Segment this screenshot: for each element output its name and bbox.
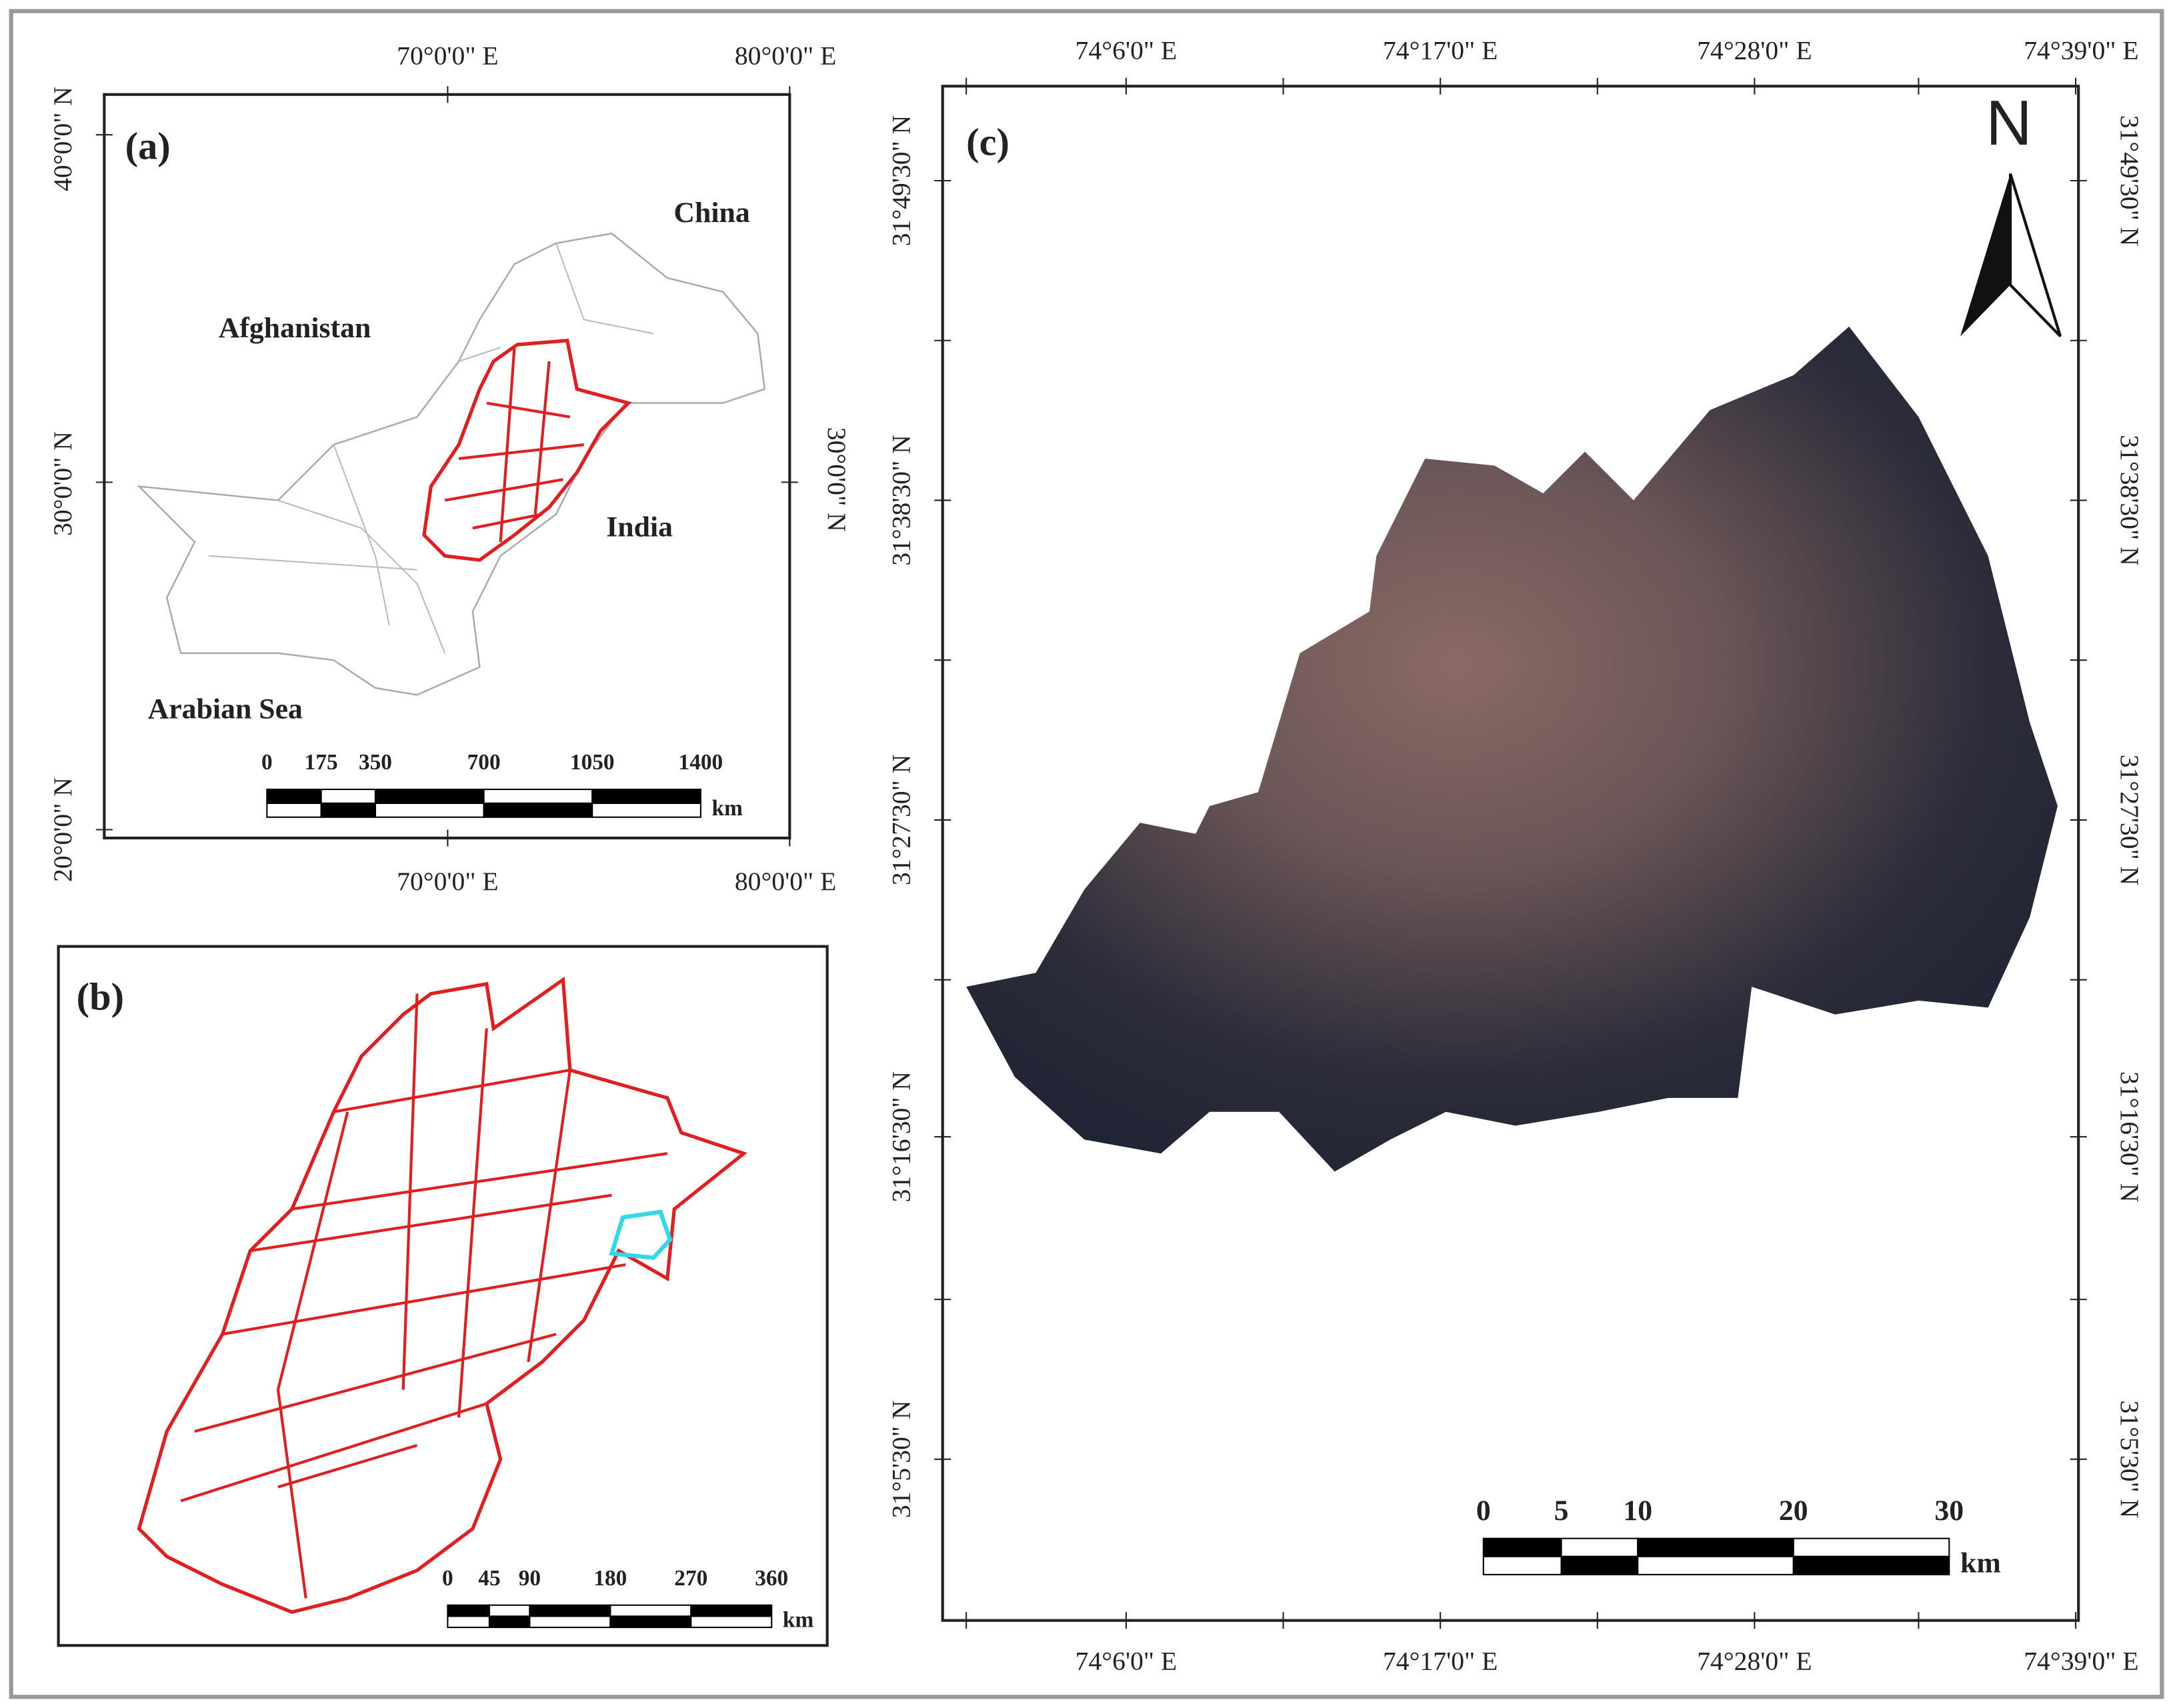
scale-segment — [447, 1604, 490, 1617]
scale-label: 20 — [1779, 1495, 1808, 1527]
scale-segment — [1637, 1555, 1794, 1575]
scale-unit: km — [1960, 1547, 2001, 1579]
scale-segment — [690, 1615, 773, 1629]
left-tick-label: 20°0'0" N — [48, 777, 77, 882]
punjab-districts — [444, 347, 584, 543]
scale-segment — [609, 1604, 692, 1617]
scale-segment — [374, 789, 485, 804]
scale-label: 360 — [755, 1566, 788, 1591]
scale-label: 0 — [261, 750, 273, 775]
province-borders — [208, 243, 654, 654]
panel-c: (c) N — [941, 85, 2080, 1622]
top-tick-label: 74°6'0" E — [1075, 35, 1177, 65]
scale-segment — [320, 789, 377, 804]
top-tick-label: 74°17'0" E — [1383, 35, 1498, 65]
right-tick-label: 31°5'30" N — [2115, 1401, 2144, 1519]
bottom-tick-label: 74°6'0" E — [1075, 1646, 1177, 1675]
scale-segment — [1637, 1537, 1794, 1557]
scale-segment — [690, 1604, 773, 1617]
top-tick-label: 74°39'0" E — [2024, 35, 2138, 65]
panel-label: (a) — [125, 125, 171, 168]
scale-unit: km — [783, 1607, 814, 1632]
scale-segment — [1482, 1537, 1562, 1557]
place-label: India — [606, 511, 673, 543]
scale-segment — [1560, 1537, 1639, 1557]
scale-segment — [488, 1615, 531, 1629]
left-tick-label: 31°16'30" N — [886, 1071, 915, 1202]
scale-label: 1050 — [570, 750, 615, 775]
scale-label: 30 — [1934, 1495, 1964, 1527]
bottom-tick-label: 74°39'0" E — [2024, 1646, 2138, 1675]
scale-label: 175 — [305, 750, 338, 775]
top-tick-label: 70°0'0" E — [397, 41, 498, 71]
scale-label: 5 — [1554, 1495, 1569, 1527]
right-tick-label: 30°0'0" N — [822, 427, 851, 532]
bottom-tick-label: 74°28'0" E — [1697, 1646, 1812, 1675]
lahore — [609, 1209, 673, 1260]
north-arrow — [2008, 173, 2062, 337]
left-tick-label: 30°0'0" N — [48, 431, 77, 536]
scale-segment — [1792, 1555, 1950, 1575]
panel-label: (c) — [966, 120, 1009, 163]
place-label: Arabian Sea — [148, 693, 303, 725]
left-tick-label: 31°38'30" N — [886, 435, 915, 565]
scale-label: 700 — [467, 750, 501, 775]
punjab-map — [137, 976, 747, 1614]
right-tick-label: 31°16'30" N — [2115, 1071, 2144, 1202]
scale-segment — [447, 1615, 490, 1629]
scale-segment — [591, 802, 701, 818]
generated: 0 175 350 700 1050 1400 km 0 45 90 180 270 360 km 0 5 10… — [261, 35, 2144, 1675]
bottom-tick-label: 80°0'0" E — [735, 867, 836, 896]
panel-label: (b) — [77, 975, 124, 1018]
scale-segment — [483, 802, 593, 818]
left-tick-label: 31°27'30" N — [886, 755, 915, 885]
scale-segment — [1560, 1555, 1639, 1575]
scale-segment — [1482, 1555, 1562, 1575]
scale-label: 10 — [1623, 1495, 1652, 1527]
scale-label: 45 — [478, 1566, 500, 1591]
left-tick-label: 31°5'30" N — [886, 1401, 915, 1519]
scale-segment — [483, 789, 593, 804]
scale-label: 180 — [593, 1566, 627, 1591]
satellite-image — [966, 326, 2058, 1172]
scale-segment — [320, 802, 377, 818]
place-label: China — [673, 197, 749, 229]
scale-label: 270 — [674, 1566, 707, 1591]
scale-label: 1400 — [679, 750, 723, 775]
punjab — [422, 338, 632, 562]
top-tick-label: 74°28'0" E — [1697, 35, 1812, 65]
top-tick-label: 80°0'0" E — [735, 41, 836, 71]
outer-border — [9, 9, 2164, 1699]
panel-a: (a) 70°0'0" E 80°0'0" E 70°0'0" E 80°0'0… — [48, 41, 851, 896]
pakistan-outline — [137, 232, 766, 696]
scale-segment — [609, 1615, 692, 1629]
bottom-tick-label: 70°0'0" E — [397, 867, 498, 896]
left-tick-label: 31°49'30" N — [886, 115, 915, 246]
scale-label: 350 — [359, 750, 392, 775]
right-tick-label: 31°49'30" N — [2115, 115, 2144, 246]
scale-segment — [591, 789, 701, 804]
right-tick-label: 31°38'30" N — [2115, 435, 2144, 565]
scale-label: 0 — [1476, 1495, 1491, 1527]
place-label: Afghanistan — [219, 312, 371, 344]
scale-segment — [266, 789, 322, 804]
right-tick-label: 31°27'30" N — [2115, 755, 2144, 885]
scale-segment — [266, 802, 322, 818]
scale-segment — [374, 802, 485, 818]
scale-segment — [488, 1604, 531, 1617]
scale-segment — [529, 1604, 611, 1617]
scale-segment — [1792, 1537, 1950, 1557]
panel-b: (b) — [57, 945, 829, 1647]
district-borders — [180, 993, 668, 1599]
north-label: N — [1986, 87, 2032, 159]
left-tick-label: 40°0'0" N — [48, 87, 77, 191]
scale-unit: km — [712, 796, 743, 821]
scale-label: 90 — [519, 1566, 541, 1591]
scale-segment — [529, 1615, 611, 1629]
bottom-tick-label: 74°17'0" E — [1383, 1646, 1498, 1675]
scale-label: 0 — [442, 1566, 453, 1591]
